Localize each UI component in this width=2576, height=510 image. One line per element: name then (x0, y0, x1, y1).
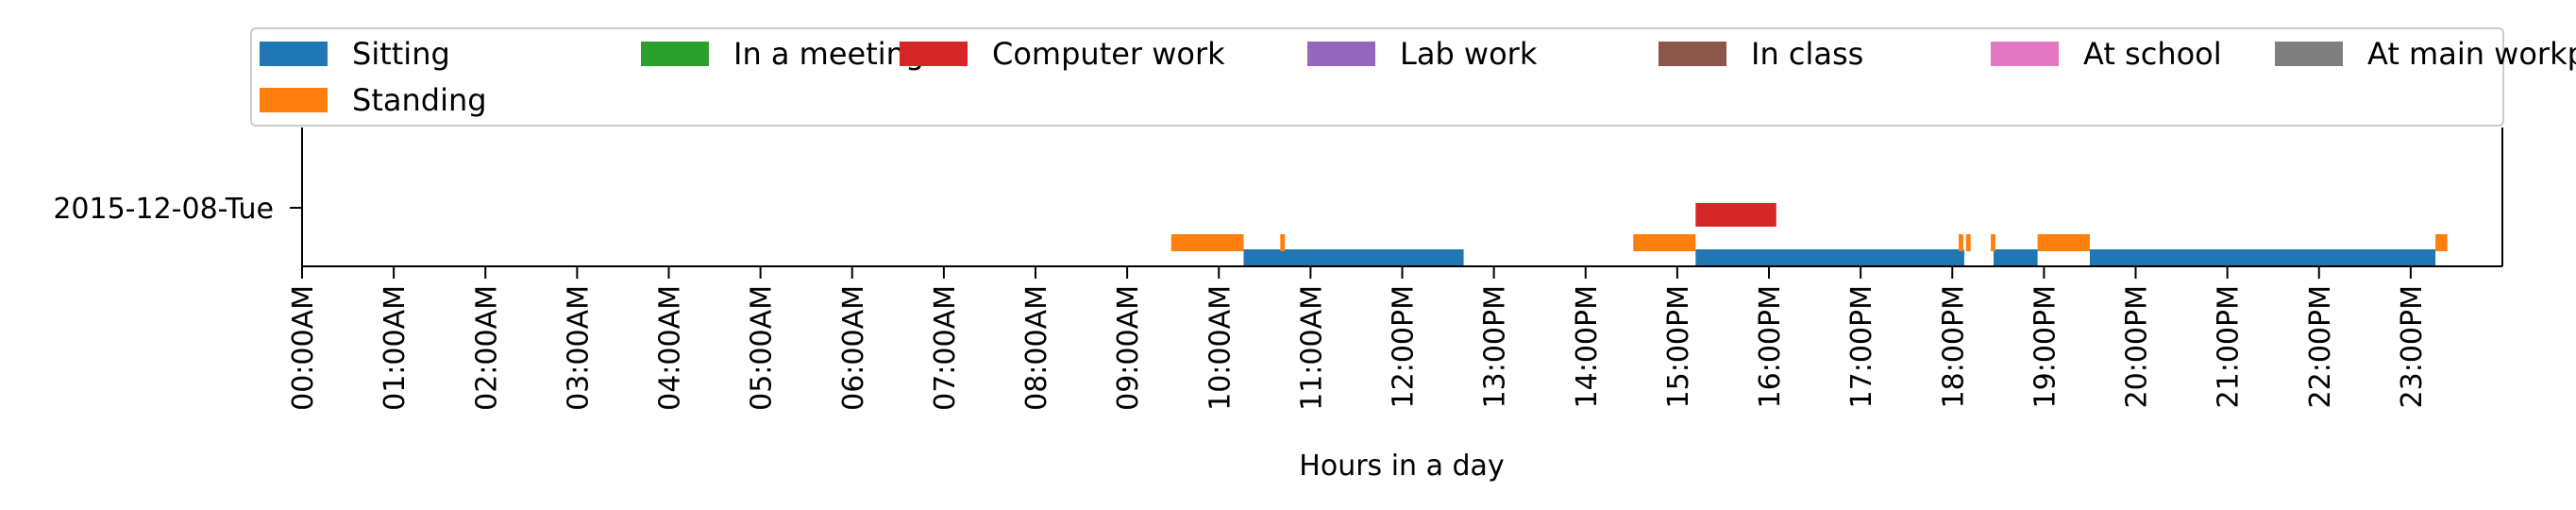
legend-label: Sitting (352, 36, 450, 72)
bar-sitting-3 (2089, 249, 2436, 266)
legend-item-in-class: In class (1658, 35, 1863, 73)
x-tick-label: 08:00AM (1020, 285, 1053, 411)
bar-sitting-0 (1243, 249, 1464, 266)
bar-standing-1 (1280, 234, 1286, 251)
x-tick-label: 14:00PM (1571, 285, 1604, 408)
legend-label: Lab work (1400, 36, 1538, 72)
legend-swatch (641, 42, 709, 66)
legend-label: Standing (352, 82, 487, 118)
x-tick-label: 01:00AM (379, 285, 412, 411)
legend-label: Computer work (992, 36, 1225, 72)
legend-swatch (1307, 42, 1375, 66)
x-tick-label: 22:00PM (2304, 285, 2337, 408)
legend-swatch (260, 88, 328, 112)
legend: Sitting Standing In a meeting Computer work… (250, 27, 2576, 127)
legend-label: In class (1751, 36, 1864, 72)
x-ticks-layer: 00:00AM 01:00AM 02:00AM 03:00AM 04:00AM 05:00… (287, 266, 2429, 411)
x-tick-label: 05:00AM (746, 285, 779, 411)
legend-swatch (1991, 42, 2059, 66)
x-tick-label: 10:00AM (1204, 285, 1237, 411)
legend-label: At main workplace (2367, 36, 2576, 72)
x-tick-label: 06:00AM (837, 285, 870, 411)
legend-label: In a meeting (733, 36, 925, 72)
x-tick-label: 12:00PM (1388, 285, 1421, 408)
x-tick-label: 18:00PM (1937, 285, 1970, 408)
x-tick-label: 16:00PM (1754, 285, 1787, 408)
legend-swatch (260, 42, 328, 66)
legend-swatch (900, 42, 968, 66)
bar-computer-work-0 (1695, 203, 1776, 227)
bar-standing-5 (1991, 234, 1995, 251)
x-tick-label: 15:00PM (1662, 285, 1695, 408)
bar-standing-0 (1170, 234, 1244, 251)
bars-layer (1170, 203, 2448, 266)
bar-standing-7 (2435, 234, 2448, 251)
bar-standing-4 (1965, 234, 1971, 251)
legend-item-computer-work: Computer work (900, 35, 1225, 73)
x-tick-label: 13:00PM (1479, 285, 1512, 408)
legend-item-standing: Standing (260, 81, 487, 119)
x-tick-label: 21:00PM (2213, 285, 2246, 408)
x-tick-label: 09:00AM (1112, 285, 1145, 411)
bar-standing-6 (2037, 234, 2090, 251)
bar-sitting-1 (1695, 249, 1964, 266)
x-tick-label: 23:00PM (2396, 285, 2429, 408)
x-tick-label: 00:00AM (287, 285, 320, 411)
legend-label: At school (2083, 36, 2222, 72)
bar-standing-2 (1633, 234, 1696, 251)
x-tick-label: 07:00AM (929, 285, 962, 411)
x-tick-label: 03:00AM (562, 285, 595, 411)
bar-sitting-2 (1993, 249, 2038, 266)
y-tick-label: 2015-12-08-Tue (53, 193, 274, 226)
x-tick-label: 17:00PM (1845, 285, 1878, 408)
legend-item-at-school: At school (1991, 35, 2222, 73)
legend-item-sitting: Sitting (260, 35, 450, 73)
x-tick-label: 19:00PM (2029, 285, 2062, 408)
legend-item-at-main-workplace: At main workplace (2275, 35, 2576, 73)
axes-layer (301, 128, 2503, 267)
legend-swatch (1658, 42, 1726, 66)
x-tick-label: 04:00AM (654, 285, 687, 411)
x-tick-label: 11:00AM (1295, 285, 1328, 411)
y-ticks-layer: 2015-12-08-Tue (53, 193, 302, 226)
x-tick-label: 02:00AM (470, 285, 503, 411)
bar-standing-3 (1959, 234, 1963, 251)
legend-swatch (2275, 42, 2343, 66)
x-tick-label: 20:00PM (2121, 285, 2154, 408)
legend-item-lab-work: Lab work (1307, 35, 1537, 73)
legend-item-in-a-meeting: In a meeting (641, 35, 924, 73)
x-axis-label: Hours in a day (1299, 450, 1504, 483)
